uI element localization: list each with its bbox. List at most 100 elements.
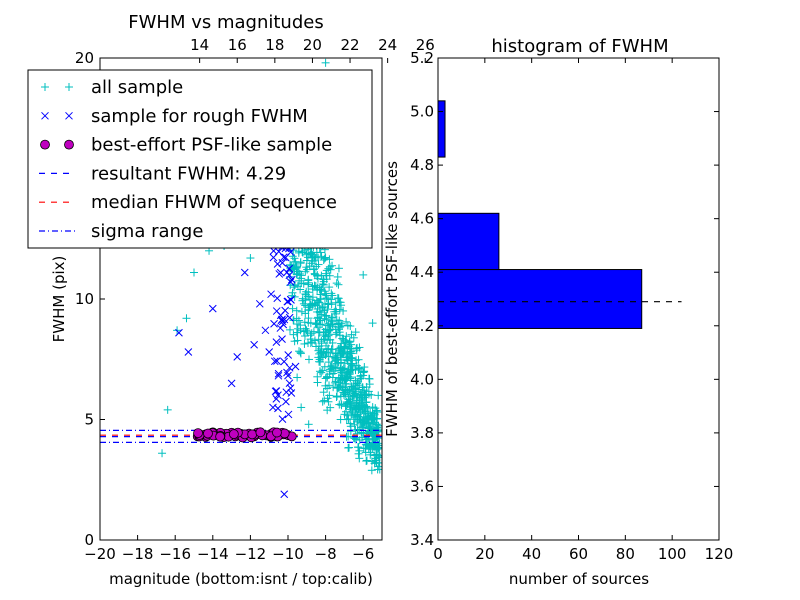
all-sample-point [325, 255, 334, 264]
all-sample-point [302, 287, 311, 296]
rough-sample-point [279, 253, 288, 262]
scatter-x-tick-label: −16 [159, 545, 191, 563]
all-sample-point [315, 285, 324, 294]
all-sample-point [288, 304, 297, 313]
all-sample-point [353, 379, 362, 388]
all-sample-point [306, 300, 315, 309]
all-sample-point [352, 399, 361, 408]
all-sample-point [349, 380, 358, 389]
all-sample-point [301, 301, 310, 310]
all-sample-point [327, 313, 336, 322]
all-sample-point [327, 289, 336, 298]
all-sample-point [318, 280, 327, 289]
all-sample-point [354, 365, 363, 374]
histogram-panel: 0 20 40 60 80 100 120 3.4 3.6 3.8 4.0 4.2 4.4 4.6 4.8 5… [383, 36, 733, 588]
all-sample-point [320, 299, 329, 308]
all-sample-point [190, 268, 198, 277]
all-sample-point [341, 402, 350, 411]
all-sample-point [315, 307, 324, 316]
histogram-x-tick-label: 120 [705, 545, 734, 563]
all-sample-point [362, 456, 371, 465]
all-sample-point [355, 414, 364, 423]
all-sample-point [325, 283, 334, 292]
all-sample-point [304, 276, 313, 285]
rough-sample-point [273, 294, 282, 303]
rough-sample-point [265, 348, 274, 356]
legend-label: sample for rough FWHM [91, 106, 308, 127]
legend-entry: resultant FWHM: 4.29 [39, 163, 286, 184]
rough-sample-point [261, 326, 270, 335]
scatter-x-tick-label: −20 [84, 545, 116, 563]
all-sample-point [358, 395, 367, 404]
scatter-title: FWHM vs magnitudes [128, 12, 323, 33]
all-sample-point [362, 457, 371, 466]
all-sample-point [295, 269, 304, 278]
all-sample-point [336, 331, 345, 340]
all-sample-point [329, 352, 338, 361]
all-sample-point [327, 300, 336, 309]
all-sample-point [317, 368, 326, 377]
all-sample-point [308, 293, 317, 302]
histogram-y-tick-label: 4.6 [410, 210, 434, 228]
all-sample-point [346, 373, 355, 382]
rough-sample-point [272, 395, 281, 403]
all-sample-point [364, 412, 373, 421]
all-sample-point [321, 58, 330, 67]
all-sample-point [362, 398, 371, 407]
all-sample-point [338, 365, 347, 374]
all-sample-point [307, 259, 316, 268]
histogram-x-tick-label: 100 [658, 545, 687, 563]
all-sample-point [313, 314, 322, 323]
all-sample-point [351, 328, 360, 337]
all-sample-point [367, 466, 376, 475]
scatter-top-tick-label: 16 [228, 36, 247, 54]
histogram-ticks: 0 20 40 60 80 100 120 3.4 3.6 3.8 4.0 4.2 4.4 4.6 4.8 5… [410, 49, 733, 563]
rough-sample-point [250, 340, 259, 349]
all-sample-point [335, 378, 344, 387]
all-sample-point [300, 332, 309, 341]
all-sample-point [306, 319, 315, 328]
rough-sample-point [285, 264, 294, 273]
scatter-x-tick-label: −6 [352, 545, 374, 563]
all-sample-point [319, 388, 328, 397]
all-sample-point [321, 374, 330, 383]
all-sample-point [346, 347, 355, 356]
best-effort-sample-point [247, 429, 258, 440]
rough-sample-point [274, 391, 282, 399]
all-sample-point [297, 403, 306, 412]
rough-sample-point [284, 351, 293, 359]
histogram-y-tick-label: 4.4 [410, 263, 434, 281]
all-sample-point [335, 316, 344, 325]
all-sample-point [374, 427, 382, 436]
all-sample-point [350, 391, 359, 400]
best-effort-sample-point [255, 427, 266, 438]
rough-sample-point [282, 388, 291, 397]
all-sample-point [293, 336, 302, 345]
histogram-bar [437, 100, 446, 158]
rough-sample-point [278, 335, 286, 344]
rough-sample-point [275, 270, 284, 278]
rough-sample-point [273, 260, 282, 268]
scatter-legend: all sample sample for rough FWHM best-effo… [27, 69, 373, 249]
all-sample-point [328, 338, 337, 347]
all-sample-point [302, 250, 311, 259]
histogram-y-tick-label: 4.2 [410, 317, 434, 335]
best-effort-sample-point [203, 428, 213, 439]
all-sample-point [315, 342, 324, 351]
all-sample-point [320, 396, 329, 405]
rough-sample-point [280, 490, 289, 499]
all-sample-point [343, 386, 352, 395]
all-sample-point [289, 316, 298, 325]
all-sample-point [299, 327, 308, 336]
all-sample-point [337, 399, 346, 408]
all-sample-point [324, 264, 333, 273]
all-sample-point [369, 413, 378, 422]
all-sample-point [312, 296, 321, 305]
all-sample-point [321, 312, 330, 321]
all-sample-point [296, 321, 305, 330]
all-sample-point [310, 269, 319, 278]
all-sample-point [332, 279, 341, 288]
all-sample-point [296, 348, 305, 357]
rough-sample-point [285, 379, 294, 388]
scatter-panel: −20 −18 −16 −14 −12 −10 −8 −6 0 5 10 20 14 16 18 20 22 24… [27, 12, 435, 588]
